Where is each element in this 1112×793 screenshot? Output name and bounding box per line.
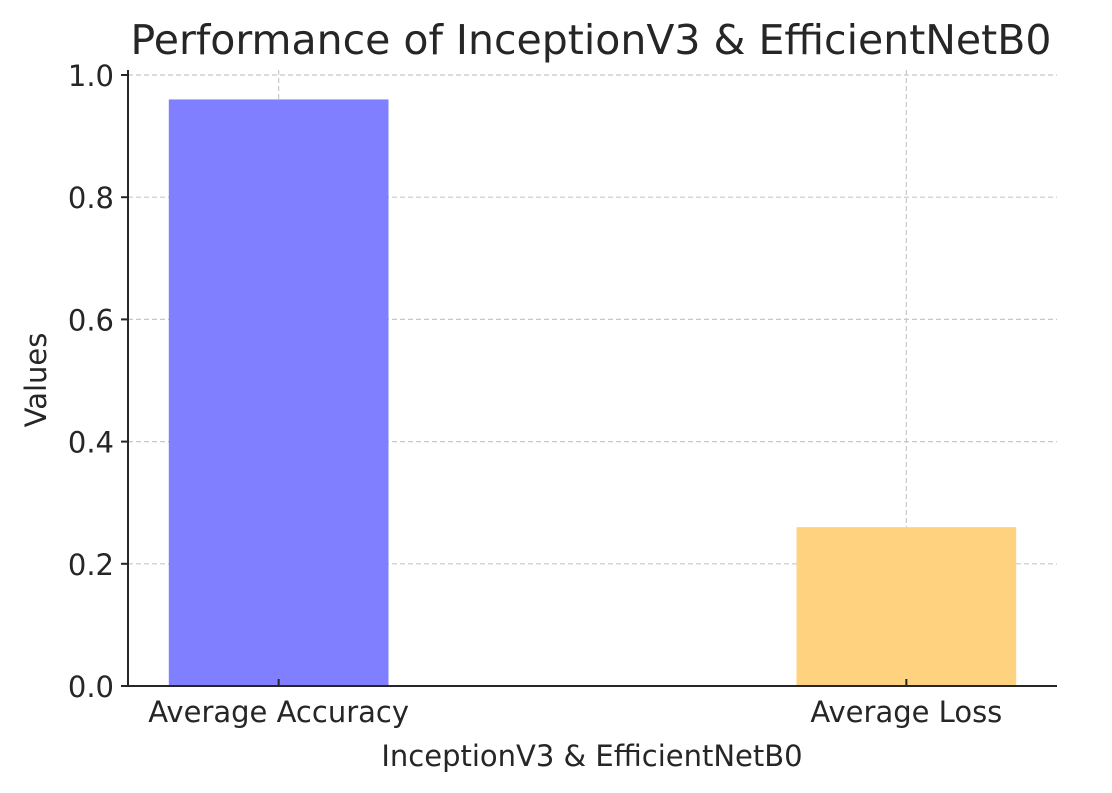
ticks: 0.0 0.2 0.4 0.6 0.8 1.0 Average Accuracy Averag…: [68, 59, 1002, 729]
y-tick-label: 0.0: [68, 670, 114, 704]
x-tick-label: Average Loss: [810, 695, 1002, 729]
y-tick-label: 0.6: [68, 303, 114, 337]
y-tick-label: 1.0: [68, 59, 114, 93]
x-axis-label: InceptionV3 & EfficientNetB0: [381, 739, 802, 773]
bar-average-accuracy: [168, 99, 389, 686]
y-tick-label: 0.8: [68, 181, 114, 215]
y-tick-label: 0.4: [68, 426, 114, 460]
y-tick-label: 0.2: [68, 548, 114, 582]
y-axis-label: Values: [19, 333, 53, 428]
bars: [168, 99, 1017, 686]
bar-average-loss: [796, 527, 1017, 686]
chart-title: Performance of InceptionV3 & EfficientNe…: [131, 16, 1052, 64]
x-tick-label: Average Accuracy: [148, 695, 409, 729]
axes: [127, 70, 1057, 687]
